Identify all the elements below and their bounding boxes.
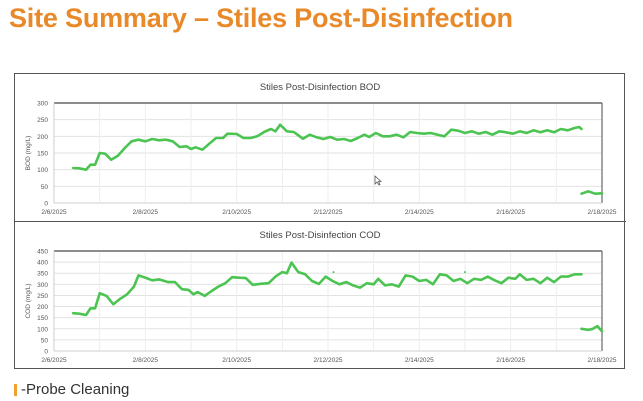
y-tick-label: 100 [37, 167, 48, 174]
y-tick-label: 450 [37, 249, 48, 256]
mouse-pointer-icon [374, 175, 382, 186]
bod-chart: Stiles Post-Disinfection BOD 0 50 100 150 200… [25, 82, 617, 216]
x-tick-label: 2/10/2025 [222, 209, 251, 216]
x-tick-label: 2/10/2025 [222, 357, 251, 364]
charts-divider [14, 221, 626, 222]
y-tick-label: 150 [37, 151, 48, 158]
y-tick-label: 0 [44, 349, 48, 356]
y-axis-label: BOD (mg/L) [25, 136, 32, 171]
x-tick-label: 2/18/2025 [588, 357, 617, 364]
chart-title: Stiles Post-Disinfection COD [260, 230, 381, 241]
series-line [71, 123, 583, 171]
y-tick-label: 250 [37, 293, 48, 300]
slide-title: Site Summary – Stiles Post-Disinfection [9, 3, 513, 33]
legend-label: -Probe Cleaning [21, 381, 130, 398]
series-line [580, 324, 604, 333]
y-tick-label: 0 [44, 201, 48, 208]
legend: -Probe Cleaning [14, 381, 129, 398]
y-tick-label: 200 [37, 134, 48, 141]
x-tick-label: 2/8/2025 [133, 357, 159, 364]
y-tick-label: 350 [37, 271, 48, 278]
x-tick-label: 2/18/2025 [588, 209, 617, 216]
cod-chart: Stiles Post-Disinfection COD 0 50 100 150 200… [25, 230, 617, 364]
x-tick-label: 2/6/2025 [41, 209, 67, 216]
x-tick-label: 2/12/2025 [314, 357, 343, 364]
data-point-outlier [464, 271, 466, 274]
chart-title: Stiles Post-Disinfection BOD [260, 82, 381, 93]
series-line [580, 190, 604, 195]
y-tick-label: 200 [37, 304, 48, 311]
x-tick-label: 2/16/2025 [496, 357, 525, 364]
y-tick-label: 300 [37, 282, 48, 289]
x-tick-label: 2/6/2025 [41, 357, 67, 364]
x-tick-label: 2/14/2025 [405, 357, 434, 364]
probe-cleaning-marker [14, 383, 17, 396]
series-line [71, 261, 583, 317]
y-tick-label: 50 [41, 337, 49, 344]
x-tick-label: 2/16/2025 [496, 209, 525, 216]
y-tick-label: 150 [37, 315, 48, 322]
data-point-outlier [332, 271, 335, 274]
y-tick-label: 400 [37, 260, 48, 267]
y-tick-label: 300 [37, 101, 48, 108]
x-tick-label: 2/8/2025 [133, 209, 159, 216]
y-tick-label: 50 [41, 184, 49, 191]
y-axis-label: COD (mg/L) [25, 283, 32, 318]
x-tick-label: 2/12/2025 [314, 209, 343, 216]
x-tick-label: 2/14/2025 [405, 209, 434, 216]
y-tick-label: 100 [37, 326, 48, 333]
y-tick-label: 250 [37, 117, 48, 124]
